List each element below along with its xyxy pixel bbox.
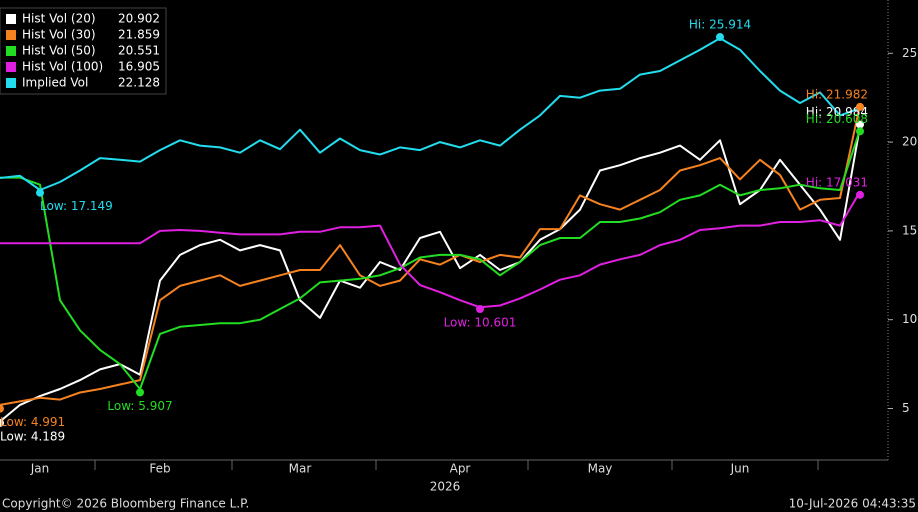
legend-label: Hist Vol (20) (22, 12, 96, 26)
extreme-label: Hi: 20.984 (806, 105, 868, 119)
extreme-label: Hi: 17.031 (806, 175, 868, 189)
legend-value: 20.551 (118, 44, 160, 58)
legend-swatch (6, 78, 16, 88)
extreme-label: Low: 5.907 (107, 399, 172, 413)
extreme-label: Low: 10.601 (444, 316, 517, 330)
extreme-marker (136, 388, 144, 397)
legend-swatch (6, 62, 16, 72)
copyright: Copyright© 2026 Bloomberg Finance L.P. (2, 497, 249, 511)
series-line (0, 104, 861, 406)
extreme-marker (0, 418, 4, 427)
extreme-marker (716, 33, 724, 42)
x-tick-label: Feb (149, 462, 170, 476)
legend-swatch (6, 30, 16, 40)
extreme-marker (0, 404, 4, 413)
extreme-marker (856, 102, 864, 111)
y-tick-label: 5 (902, 401, 910, 415)
x-tick-label: Jun (730, 462, 750, 476)
x-tick-label: Jan (30, 462, 50, 476)
extreme-label: Hi: 25.914 (689, 18, 751, 32)
y-tick-label: 20 (902, 135, 917, 149)
extreme-label: Hi: 21.982 (806, 87, 868, 101)
legend-label: Hist Vol (50) (22, 44, 96, 58)
legend-value: 16.905 (118, 60, 160, 74)
legend (0, 7, 167, 95)
legend-swatch (6, 46, 16, 56)
extreme-marker (856, 190, 864, 199)
timestamp: 10-Jul-2026 04:43:35 (789, 497, 916, 511)
legend-label: Hist Vol (30) (22, 28, 96, 42)
series-line (0, 129, 861, 390)
legend-label: Implied Vol (22, 76, 88, 90)
y-tick-label: 15 (902, 223, 917, 237)
extreme-marker (856, 120, 864, 129)
legend-swatch (6, 14, 16, 24)
x-tick-label: May (588, 462, 613, 476)
series-line (0, 37, 861, 191)
extreme-marker (36, 188, 44, 197)
y-tick-label: 10 (902, 312, 917, 326)
series-line (0, 125, 861, 423)
extreme-label: Low: 17.149 (40, 199, 113, 213)
x-tick-label: Apr (450, 462, 471, 476)
x-tick-label: Mar (289, 462, 312, 476)
legend-value: 22.128 (118, 76, 160, 90)
series-line (0, 191, 861, 309)
extreme-label: Low: 4.189 (0, 429, 65, 443)
extreme-label: Hi: 20.608 (806, 112, 868, 126)
legend-value: 21.859 (118, 28, 160, 42)
month-dividers (94, 460, 819, 470)
legend-value: 20.902 (118, 12, 160, 26)
y-tick-label: 25 (902, 46, 917, 60)
extreme-marker (856, 127, 864, 136)
extreme-label: Low: 4.991 (0, 415, 65, 429)
x-axis-title: 2026 (430, 480, 461, 494)
extreme-marker (476, 305, 484, 314)
legend-label: Hist Vol (100) (22, 60, 103, 74)
